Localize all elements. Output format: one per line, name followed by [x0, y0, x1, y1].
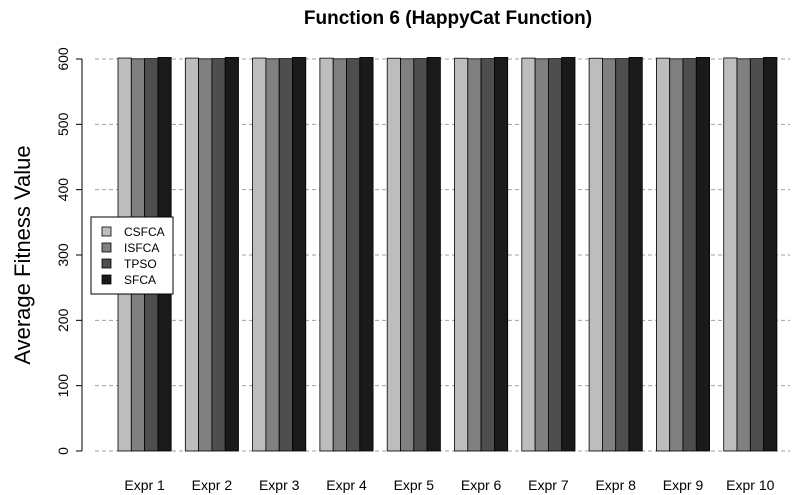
bar-csfca-5: [386, 57, 401, 452]
bar-tpso-5: [413, 58, 428, 452]
bar-sfca-8: [628, 57, 643, 452]
bar-tpso-9: [682, 58, 697, 452]
bar-tpso-10: [749, 58, 764, 452]
bars: [117, 57, 778, 452]
bar-sfca-9: [695, 57, 710, 452]
chart-title: Function 6 (HappyCat Function): [304, 8, 592, 29]
legend: CSFCA ISFCA TPSO SFCA: [90, 216, 174, 295]
y-tick-label: 600: [55, 47, 71, 71]
legend-label-isfca: ISFCA: [124, 241, 159, 255]
x-tick-label: Expr 5: [394, 477, 435, 493]
bar-isfca-3: [265, 58, 280, 452]
y-tick-label: 0: [55, 447, 71, 455]
legend-label-sfca: SFCA: [124, 273, 156, 287]
bar-tpso-4: [346, 58, 361, 452]
bar-csfca-7: [521, 57, 536, 452]
x-tick-label: Expr 3: [259, 477, 300, 493]
bar-csfca-10: [723, 57, 738, 452]
legend-label-csfca: CSFCA: [124, 225, 165, 239]
y-tick-label: 400: [55, 178, 71, 202]
legend-swatch-tpso: [101, 258, 112, 269]
bar-tpso-8: [615, 58, 630, 452]
bar-tpso-2: [211, 58, 226, 452]
x-tick-label: Expr 7: [528, 477, 569, 493]
bar-isfca-6: [467, 58, 482, 452]
bar-sfca-4: [359, 57, 374, 452]
x-tick-label: Expr 10: [726, 477, 774, 493]
x-tick-label: Expr 4: [326, 477, 367, 493]
bar-tpso-6: [480, 58, 495, 452]
y-tick-label: 500: [55, 112, 71, 136]
bar-isfca-5: [400, 58, 415, 452]
bar-tpso-7: [548, 58, 563, 452]
bar-csfca-2: [184, 57, 200, 452]
y-tick-label: 300: [55, 243, 71, 267]
y-axis: 0 100 200 300 400 500 600: [55, 47, 83, 455]
bar-isfca-7: [534, 58, 549, 452]
legend-swatch-isfca: [101, 242, 112, 253]
bar-tpso-3: [278, 58, 293, 452]
legend-label-tpso: TPSO: [124, 257, 157, 271]
bar-csfca-6: [454, 57, 469, 452]
x-tick-label: Expr 6: [461, 477, 502, 493]
bar-sfca-3: [292, 57, 307, 452]
bar-sfca-2: [224, 57, 239, 452]
y-tick-label: 100: [55, 374, 71, 398]
bar-sfca-10: [763, 57, 778, 452]
bar-isfca-2: [198, 58, 213, 452]
bar-csfca-8: [588, 57, 603, 452]
x-tick-label: Expr 9: [663, 477, 704, 493]
bar-isfca-8: [602, 58, 617, 452]
y-axis-label: Average Fitness Value: [10, 145, 35, 364]
bar-isfca-9: [669, 58, 684, 452]
x-axis-labels: Expr 1 Expr 2 Expr 3 Expr 4 Expr 5 Expr 6 Expr…: [124, 477, 774, 493]
bar-sfca-5: [426, 57, 441, 452]
bar-sfca-7: [561, 57, 576, 452]
x-tick-label: Expr 8: [595, 477, 636, 493]
y-tick-label: 200: [55, 308, 71, 332]
legend-swatch-csfca: [101, 226, 112, 237]
bar-csfca-9: [656, 57, 671, 452]
legend-swatch-sfca: [101, 274, 112, 285]
bar-sfca-6: [493, 57, 509, 452]
bar-csfca-3: [252, 57, 267, 452]
x-tick-label: Expr 1: [124, 477, 165, 493]
x-tick-label: Expr 2: [192, 477, 233, 493]
bar-isfca-4: [332, 58, 347, 452]
bar-csfca-4: [319, 57, 334, 452]
bar-isfca-10: [736, 58, 751, 452]
